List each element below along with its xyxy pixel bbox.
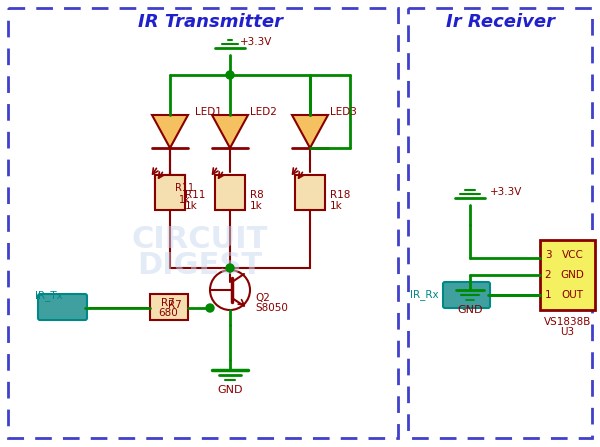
Text: LED2: LED2 xyxy=(250,107,277,117)
Text: LED1: LED1 xyxy=(195,107,222,117)
Polygon shape xyxy=(152,115,188,148)
Text: Ir Receiver: Ir Receiver xyxy=(445,13,554,31)
Circle shape xyxy=(226,71,234,79)
Bar xyxy=(155,175,185,205)
Text: U3: U3 xyxy=(560,327,575,337)
Text: 3: 3 xyxy=(545,250,551,260)
Text: Q2: Q2 xyxy=(255,293,270,303)
Text: GND: GND xyxy=(560,270,584,280)
Text: +3.3V: +3.3V xyxy=(240,37,272,47)
Text: GND: GND xyxy=(217,385,243,395)
Bar xyxy=(295,175,325,210)
Text: IR Transmitter: IR Transmitter xyxy=(137,13,283,31)
Circle shape xyxy=(206,304,214,312)
Text: VS1838B: VS1838B xyxy=(544,317,591,327)
FancyBboxPatch shape xyxy=(443,282,490,308)
Text: 1k: 1k xyxy=(179,195,191,205)
Text: GND: GND xyxy=(457,305,483,315)
Text: IR_Rx: IR_Rx xyxy=(410,290,439,300)
Text: 1k: 1k xyxy=(250,201,263,211)
Circle shape xyxy=(226,264,234,272)
Text: 1k: 1k xyxy=(330,201,343,211)
Bar xyxy=(215,175,245,210)
Bar xyxy=(540,240,595,310)
Text: R18: R18 xyxy=(330,190,350,200)
Text: R8: R8 xyxy=(250,190,264,200)
Text: +3.3V: +3.3V xyxy=(490,187,523,197)
Text: S8050: S8050 xyxy=(255,303,288,313)
Text: VCC: VCC xyxy=(562,250,583,260)
Text: 1k: 1k xyxy=(185,201,198,211)
Polygon shape xyxy=(212,115,248,148)
Text: R7: R7 xyxy=(161,298,175,308)
Text: R11: R11 xyxy=(175,183,194,193)
Text: 2: 2 xyxy=(545,270,551,280)
FancyBboxPatch shape xyxy=(38,294,87,320)
Text: LED3: LED3 xyxy=(330,107,357,117)
Polygon shape xyxy=(292,115,328,148)
Text: R11: R11 xyxy=(185,190,205,200)
Text: CIRCUIT: CIRCUIT xyxy=(132,225,268,254)
Bar xyxy=(155,175,185,210)
Text: 680: 680 xyxy=(158,308,178,318)
Text: IR_Tx: IR_Tx xyxy=(35,291,63,301)
Text: 1: 1 xyxy=(545,290,551,300)
Text: R7: R7 xyxy=(168,300,182,310)
Text: OUT: OUT xyxy=(562,290,583,300)
Bar xyxy=(150,294,188,320)
Text: DIGEST: DIGEST xyxy=(137,250,263,279)
